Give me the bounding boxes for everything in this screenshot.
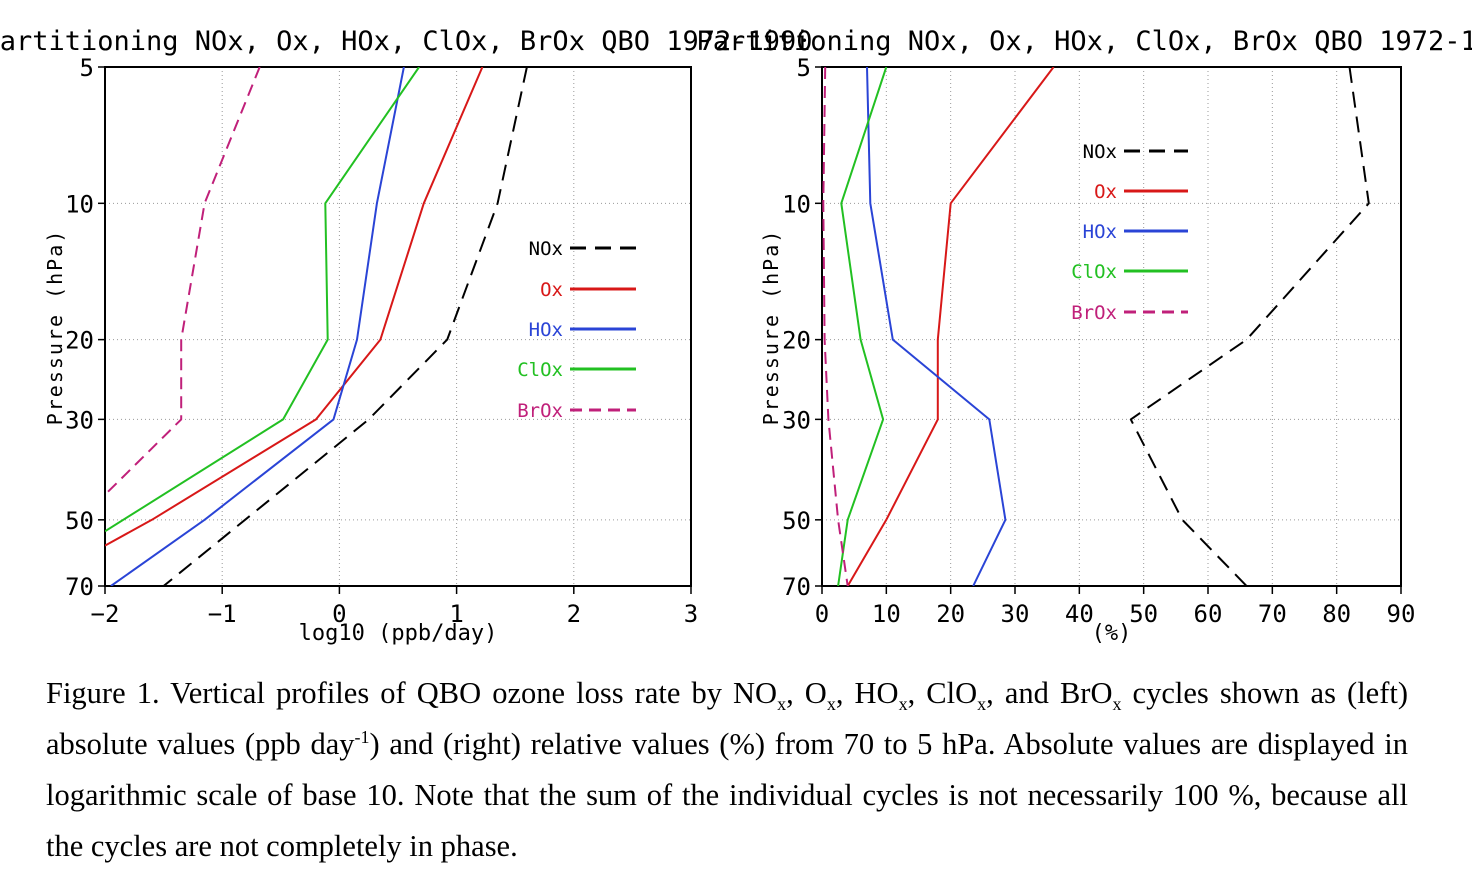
- caption-text-4: , ClO: [907, 676, 978, 710]
- figure-caption: Figure 1. Vertical profiles of QBO ozone…: [46, 668, 1408, 872]
- series-line-ox: [846, 67, 1055, 586]
- x-tick-label: 70: [1258, 600, 1287, 628]
- legend-label-hox: HOx: [1083, 221, 1117, 243]
- y-tick-label: 70: [782, 573, 811, 601]
- y-tick-label: 20: [65, 327, 94, 355]
- x-tick-label: 90: [1387, 600, 1416, 628]
- legend-label-brox: BrOx: [517, 400, 563, 422]
- x-tick-label: −2: [91, 600, 120, 628]
- x-tick-label: 2: [567, 600, 581, 628]
- series-line-brox: [105, 67, 261, 496]
- chart-right-relative: Partitioning NOx, Ox, HOx, ClOx, BrOx QB…: [696, 26, 1472, 646]
- grid-lines: [105, 67, 691, 586]
- caption-text-5: , and BrO: [986, 676, 1113, 710]
- x-tick-label: 40: [1065, 600, 1094, 628]
- x-tick-label: 3: [684, 600, 698, 628]
- x-tick-label: 0: [815, 600, 829, 628]
- legend-label-nox: NOx: [529, 238, 563, 260]
- legend-label-clox: ClOx: [517, 359, 563, 381]
- legend-label-brox: BrOx: [1071, 302, 1117, 324]
- series-line-brox: [822, 67, 849, 586]
- x-axis-label: log10 (ppb/day): [299, 621, 498, 646]
- caption-text-3: , HO: [835, 676, 899, 710]
- y-tick-label: 70: [65, 573, 94, 601]
- caption-sub-3: x: [898, 694, 908, 715]
- chart-title: Partitioning NOx, Ox, HOx, ClOx, BrOx QB…: [696, 26, 1472, 57]
- series-line-ox: [105, 67, 484, 547]
- y-tick-label: 50: [65, 507, 94, 535]
- x-tick-label: 80: [1322, 600, 1351, 628]
- x-tick-label: 50: [1129, 600, 1158, 628]
- y-axis-label: Pressure (hPa): [43, 229, 67, 426]
- y-tick-label: 50: [782, 507, 811, 535]
- legend: NOx Ox HOx ClOx BrOx: [517, 238, 636, 422]
- y-tick-label: 30: [65, 406, 94, 434]
- series-line-nox: [162, 67, 528, 586]
- legend-label-hox: HOx: [529, 319, 563, 341]
- series-line-nox: [1129, 67, 1370, 586]
- caption-sub-5: x: [1112, 694, 1122, 715]
- x-tick-label: 30: [1001, 600, 1030, 628]
- x-tick-label: 10: [872, 600, 901, 628]
- x-axis-label: (%): [1092, 621, 1132, 646]
- x-tick-label: −1: [208, 600, 237, 628]
- series-group: [822, 67, 1370, 586]
- legend-label-nox: NOx: [1083, 141, 1117, 163]
- y-tick-label: 10: [782, 190, 811, 218]
- y-axis-label: Pressure (hPa): [759, 229, 783, 426]
- series-line-clox: [105, 67, 420, 533]
- series-line-hox: [110, 67, 405, 586]
- caption-sub-4: x: [977, 694, 987, 715]
- caption-sub-2: x: [826, 694, 836, 715]
- y-tick-label: 20: [782, 327, 811, 355]
- chart-title: Partitioning NOx, Ox, HOx, ClOx, BrOx QB…: [0, 26, 813, 57]
- series-line-clox: [837, 67, 888, 586]
- caption-sup-1: -1: [354, 726, 370, 747]
- y-tick-label: 30: [782, 406, 811, 434]
- x-tick-label: 0: [332, 600, 346, 628]
- x-tick-label: 60: [1194, 600, 1223, 628]
- caption-sub-1: x: [777, 694, 787, 715]
- series-group: [105, 67, 528, 586]
- x-tick-label: 1: [449, 600, 463, 628]
- legend-label-ox: Ox: [1094, 181, 1117, 203]
- legend: NOx Ox HOx ClOx BrOx: [1071, 141, 1188, 324]
- y-tick-label: 10: [65, 190, 94, 218]
- caption-text-6: cycles shown as (left) absolute values (…: [46, 676, 1408, 761]
- x-tick-label: 20: [936, 600, 965, 628]
- figure-charts: Partitioning NOx, Ox, HOx, ClOx, BrOx QB…: [0, 26, 1472, 646]
- series-line-hox: [866, 67, 1007, 586]
- legend-label-ox: Ox: [540, 279, 563, 301]
- caption-text-2: , O: [786, 676, 827, 710]
- caption-text-7: ) and (right) relative values (%) from 7…: [46, 727, 1408, 863]
- chart-left-absolute: Partitioning NOx, Ox, HOx, ClOx, BrOx QB…: [0, 26, 813, 646]
- y-tick-label: 5: [797, 54, 811, 82]
- grid-lines: [822, 67, 1401, 586]
- y-tick-label: 5: [80, 54, 94, 82]
- plot-frame: [104, 66, 692, 587]
- legend-label-clox: ClOx: [1071, 261, 1117, 283]
- plot-frame: [821, 66, 1402, 587]
- caption-text-1: Figure 1. Vertical profiles of QBO ozone…: [46, 676, 778, 710]
